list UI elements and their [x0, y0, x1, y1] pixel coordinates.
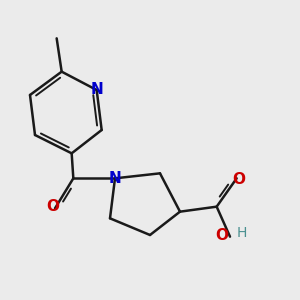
Text: O: O: [232, 172, 245, 188]
Text: O: O: [46, 199, 59, 214]
Text: O: O: [215, 228, 228, 243]
Text: N: N: [109, 171, 122, 186]
Text: N: N: [90, 82, 103, 98]
Text: H: H: [237, 226, 247, 240]
